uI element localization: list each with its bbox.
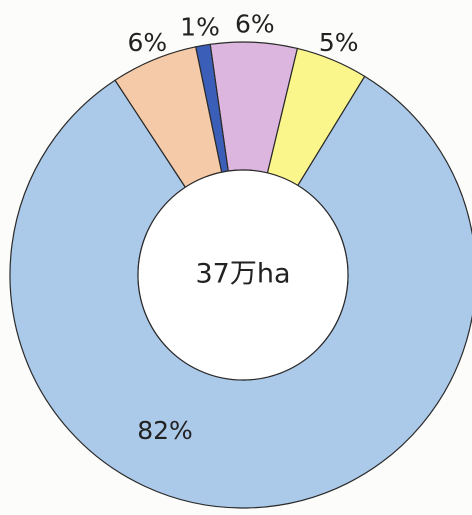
value-label: 6%	[127, 28, 167, 57]
value-label: 6%	[235, 9, 275, 38]
donut-hole	[137, 169, 349, 381]
value-label: 5%	[319, 28, 359, 57]
value-label: 82%	[137, 416, 193, 445]
center-label: 37万ha	[195, 259, 290, 290]
value-label: 1%	[180, 13, 220, 42]
